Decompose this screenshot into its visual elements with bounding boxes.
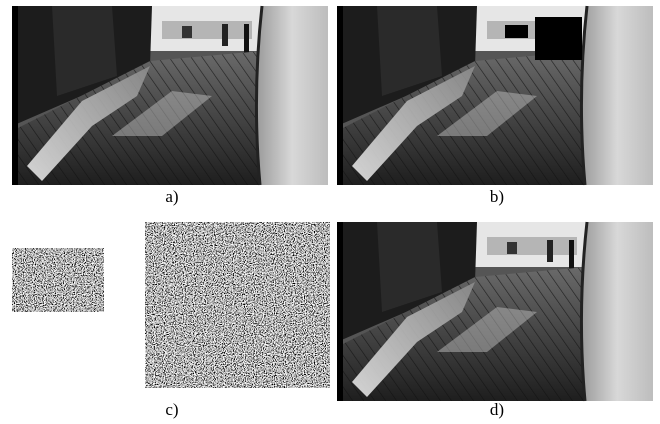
panel-label: b)	[490, 187, 504, 206]
panel-c: c)	[12, 222, 330, 419]
panel-d: d)	[337, 222, 653, 419]
panel-label: c)	[165, 400, 178, 419]
mask	[535, 17, 582, 60]
image	[337, 222, 653, 401]
panel-label: d)	[490, 400, 504, 419]
mask	[505, 25, 528, 38]
noise-image	[145, 222, 330, 388]
panel-label: a)	[165, 187, 178, 206]
panel-b: b)	[337, 6, 653, 206]
figure: a) b) c) d)	[0, 0, 660, 424]
panel-a: a)	[12, 6, 328, 206]
image	[12, 6, 328, 185]
image	[337, 6, 653, 185]
noise-image	[12, 248, 104, 312]
